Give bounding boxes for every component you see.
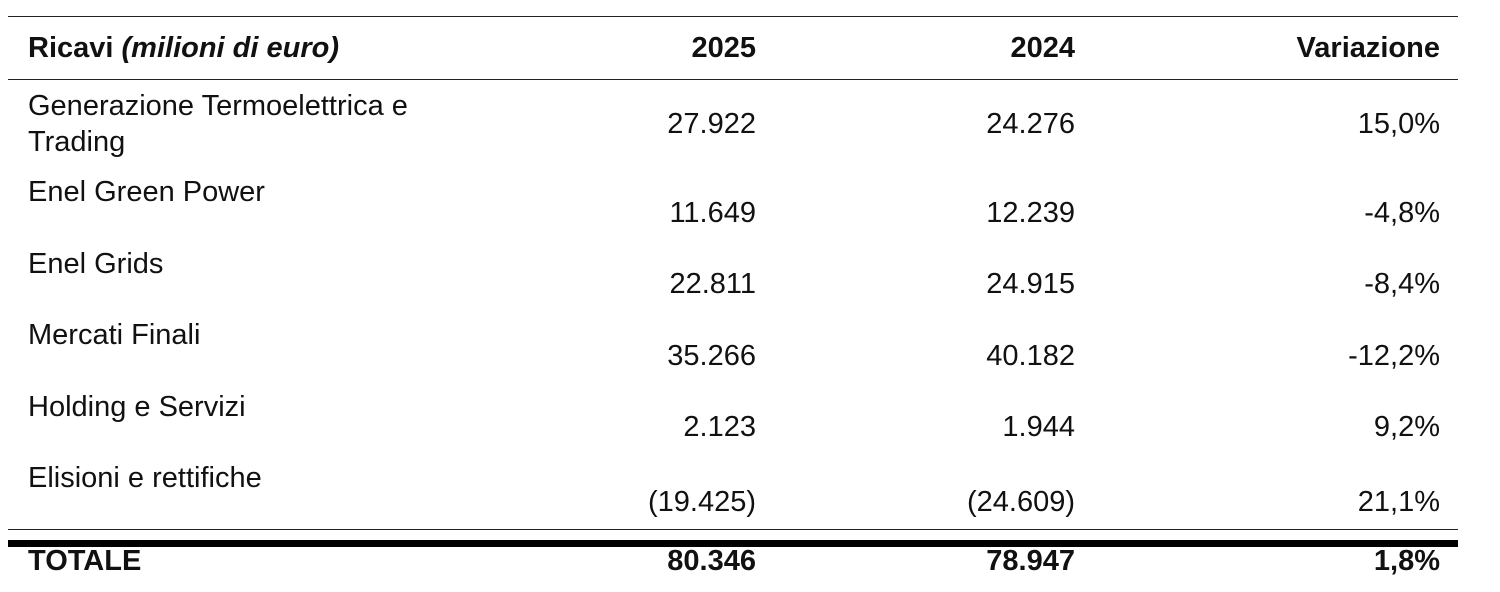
header-variation: Variazione bbox=[1091, 17, 1458, 80]
total-variation: 1,8% bbox=[1091, 530, 1458, 592]
table-bottom-rule bbox=[8, 540, 1458, 547]
revenue-table: Ricavi (milioni di euro) 2025 2024 Varia… bbox=[8, 16, 1458, 592]
row-value-2024: 24.276 bbox=[766, 80, 1091, 169]
header-label: Ricavi (milioni di euro) bbox=[8, 17, 456, 80]
row-value-2025: 22.811 bbox=[456, 240, 766, 312]
row-label: Mercati Finali bbox=[8, 311, 456, 383]
header-2024: 2024 bbox=[766, 17, 1091, 80]
row-label: Generazione Termoelettrica e Trading bbox=[8, 80, 456, 169]
total-row: TOTALE 80.346 78.947 1,8% bbox=[8, 530, 1458, 592]
table-row: Elisioni e rettifiche (19.425) (24.609) … bbox=[8, 454, 1458, 530]
row-value-2024: 24.915 bbox=[766, 240, 1091, 312]
row-value-2024: (24.609) bbox=[766, 454, 1091, 530]
row-value-2025: 11.649 bbox=[456, 168, 766, 240]
row-variation: -4,8% bbox=[1091, 168, 1458, 240]
row-variation: 9,2% bbox=[1091, 383, 1458, 455]
row-label: Holding e Servizi bbox=[8, 383, 456, 455]
row-value-2025: 35.266 bbox=[456, 311, 766, 383]
row-value-2025: (19.425) bbox=[456, 454, 766, 530]
header-2025: 2025 bbox=[456, 17, 766, 80]
header-label-prefix: Ricavi bbox=[28, 32, 113, 64]
row-variation: 21,1% bbox=[1091, 454, 1458, 530]
row-label: Elisioni e rettifiche bbox=[8, 454, 456, 530]
row-value-2024: 40.182 bbox=[766, 311, 1091, 383]
row-label: Enel Green Power bbox=[8, 168, 456, 240]
total-value-2024: 78.947 bbox=[766, 530, 1091, 592]
row-label: Enel Grids bbox=[8, 240, 456, 312]
total-label: TOTALE bbox=[8, 530, 456, 592]
row-value-2025: 27.922 bbox=[456, 80, 766, 169]
row-variation: -8,4% bbox=[1091, 240, 1458, 312]
table-row: Enel Grids 22.811 24.915 -8,4% bbox=[8, 240, 1458, 312]
table-row: Enel Green Power 11.649 12.239 -4,8% bbox=[8, 168, 1458, 240]
table-row: Generazione Termoelettrica e Trading 27.… bbox=[8, 80, 1458, 169]
header-label-unit: (milioni di euro) bbox=[122, 32, 340, 64]
row-value-2024: 1.944 bbox=[766, 383, 1091, 455]
total-value-2025: 80.346 bbox=[456, 530, 766, 592]
table-footer: TOTALE 80.346 78.947 1,8% bbox=[8, 530, 1458, 592]
table-header: Ricavi (milioni di euro) 2025 2024 Varia… bbox=[8, 17, 1458, 80]
row-value-2024: 12.239 bbox=[766, 168, 1091, 240]
table-body: Generazione Termoelettrica e Trading 27.… bbox=[8, 80, 1458, 530]
revenue-table-container: Ricavi (milioni di euro) 2025 2024 Varia… bbox=[8, 16, 1458, 592]
row-variation: 15,0% bbox=[1091, 80, 1458, 169]
row-variation: -12,2% bbox=[1091, 311, 1458, 383]
row-value-2025: 2.123 bbox=[456, 383, 766, 455]
header-row: Ricavi (milioni di euro) 2025 2024 Varia… bbox=[8, 17, 1458, 80]
table-row: Holding e Servizi 2.123 1.944 9,2% bbox=[8, 383, 1458, 455]
table-row: Mercati Finali 35.266 40.182 -12,2% bbox=[8, 311, 1458, 383]
